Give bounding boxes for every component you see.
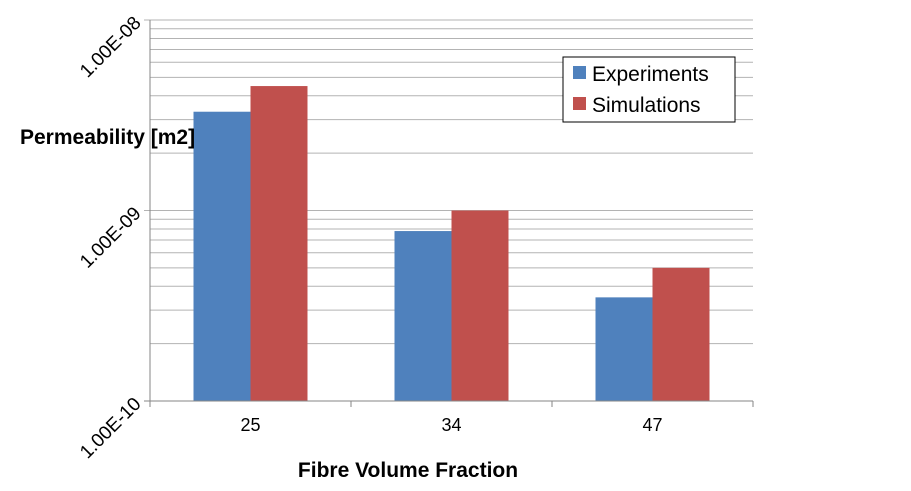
- legend-box: [562, 56, 736, 123]
- y-tick-labels: 1.00E-10 1.00E-09 1.00E-08: [76, 13, 145, 463]
- legend-label-simulations: Simulations: [592, 94, 701, 117]
- y-tick-label: 1.00E-10: [76, 394, 145, 463]
- y-axis-title: Permeability [m2]: [20, 126, 195, 149]
- legend: Experiments Simulations: [562, 56, 736, 123]
- x-tick-label: 47: [642, 415, 662, 435]
- y-tick-label: 1.00E-09: [76, 203, 145, 272]
- bar-experiments-47: [595, 297, 653, 401]
- bar-simulations-47: [652, 267, 710, 401]
- x-axis-title: Fibre Volume Fraction: [298, 459, 518, 482]
- legend-swatch-simulations: [573, 97, 586, 110]
- bar-simulations-25: [250, 86, 308, 401]
- bar-simulations-34: [451, 210, 509, 401]
- bar-experiments-25: [193, 111, 251, 402]
- y-tick-label: 1.00E-08: [76, 13, 145, 82]
- legend-label-experiments: Experiments: [592, 63, 709, 86]
- bars: [193, 86, 710, 402]
- legend-swatch-experiments: [573, 66, 586, 79]
- x-tick-label: 34: [441, 415, 461, 435]
- axes: [144, 20, 754, 407]
- x-tick-label: 25: [240, 415, 260, 435]
- bar-experiments-34: [394, 231, 452, 401]
- x-tick-labels: 25 34 47: [240, 415, 662, 435]
